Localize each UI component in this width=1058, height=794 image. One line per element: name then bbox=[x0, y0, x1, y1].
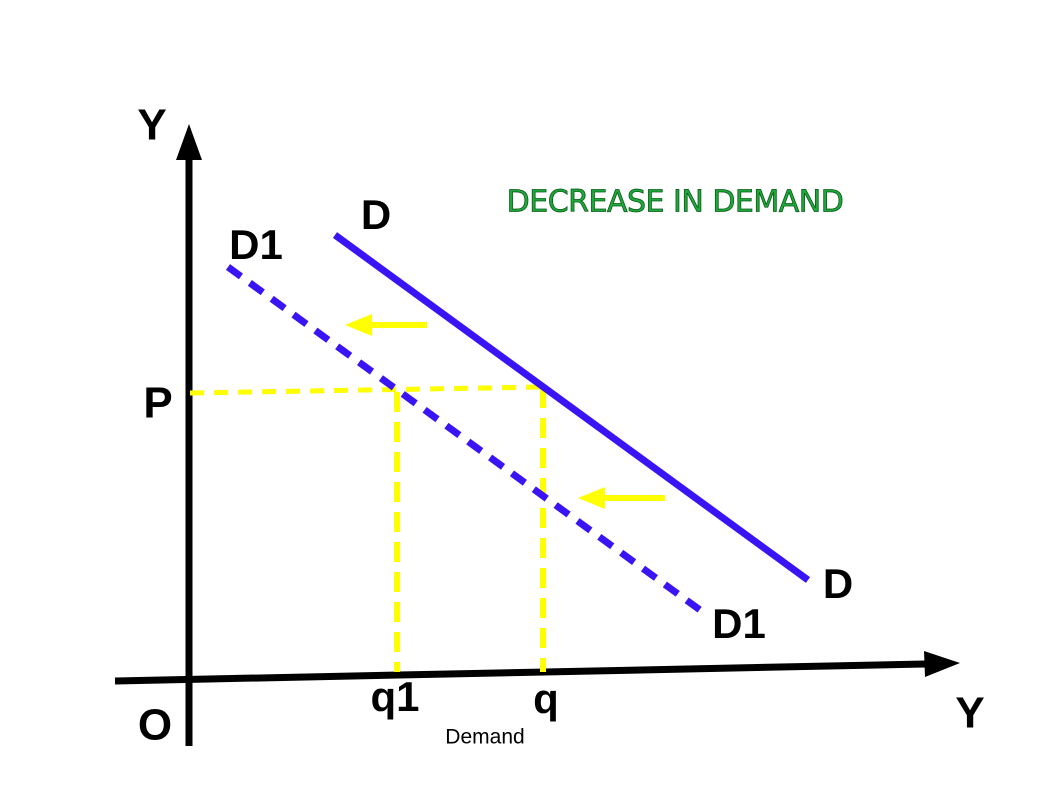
origin-label: O bbox=[138, 701, 172, 750]
x-caption: Demand bbox=[445, 726, 524, 749]
x-axis bbox=[114, 660, 926, 685]
curve-label: D1 bbox=[229, 221, 283, 268]
x-axis-arrow bbox=[924, 651, 960, 677]
title: DECREASE IN DEMAND bbox=[507, 185, 844, 220]
price-guide bbox=[189, 384, 543, 396]
shift-arrow-head bbox=[578, 487, 605, 509]
curve-label: D1 bbox=[712, 600, 766, 647]
quantity-label: q bbox=[533, 675, 559, 722]
price-label: P bbox=[143, 379, 172, 428]
curve-label: D bbox=[823, 560, 853, 607]
curve-label: D bbox=[361, 191, 391, 238]
demand-curve-d1 bbox=[225, 264, 703, 613]
x-axis-label: Y bbox=[955, 689, 984, 738]
demand-curve-d bbox=[332, 232, 811, 583]
shift-arrow-head bbox=[345, 314, 372, 336]
y-axis-arrow bbox=[176, 124, 202, 160]
y-axis-label: Y bbox=[137, 101, 166, 150]
quantity-label: q1 bbox=[370, 673, 419, 720]
